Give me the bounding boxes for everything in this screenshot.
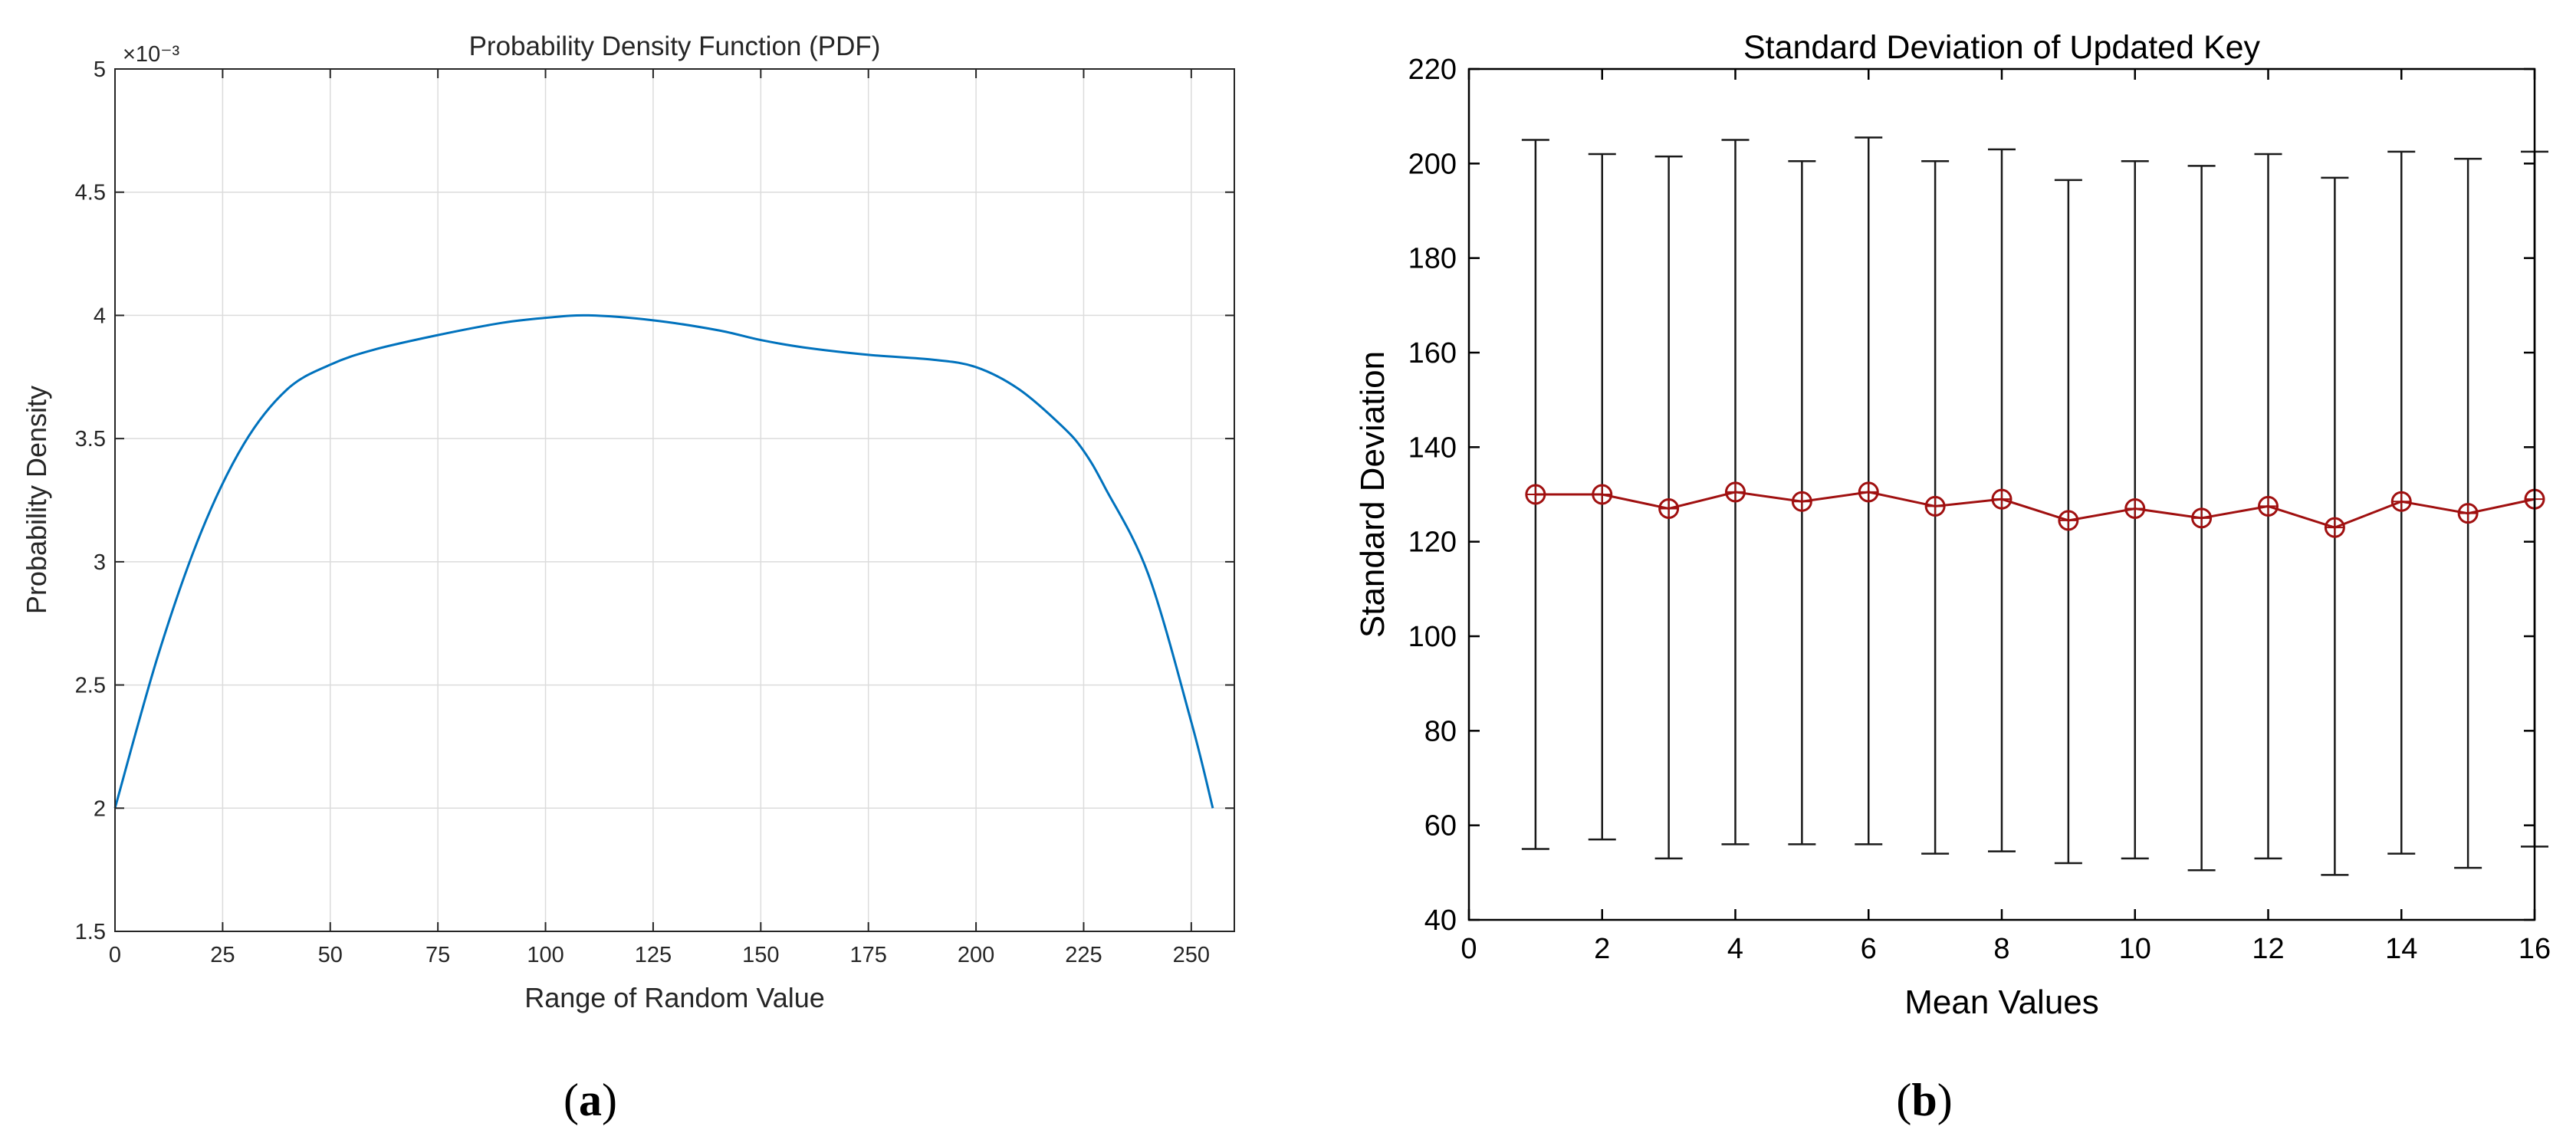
chart-b-title: Standard Deviation of Updated Key <box>1743 29 2261 66</box>
chart-a-ylabel: Probability Density <box>21 386 52 614</box>
chart-a-ticks: 0 25 50 75 100 125 150 175 200 225 250 1.5 2 2.5 3 3.5 4… <box>75 57 1234 967</box>
chart-a-ytick-label: 2.5 <box>75 674 106 698</box>
chart-b-ytick-label: 160 <box>1408 337 1457 369</box>
chart-b-xtick-label: 2 <box>1594 933 1610 965</box>
chart-b-xtick-label: 16 <box>2518 933 2551 965</box>
chart-b-ytick-label: 220 <box>1408 54 1457 86</box>
chart-a-title: Probability Density Function (PDF) <box>469 31 881 61</box>
chart-a-xtick-label: 175 <box>849 943 886 967</box>
panel-label-a-open: ( <box>564 1075 579 1125</box>
chart-b-xtick-label: 4 <box>1727 933 1743 965</box>
chart-a-xtick-label: 75 <box>426 943 450 967</box>
chart-a-xtick-label: 25 <box>210 943 235 967</box>
chart-a-xlabel: Range of Random Value <box>524 982 825 1013</box>
chart-b-ytick-label: 140 <box>1408 432 1457 464</box>
chart-a-xtick-label: 250 <box>1173 943 1210 967</box>
chart-b-xtick-label: 12 <box>2252 933 2284 965</box>
chart-a-ytick-label: 5 <box>94 57 106 82</box>
panel-label-a-close: ) <box>602 1075 617 1125</box>
chart-a-xtick-label: 150 <box>742 943 779 967</box>
panel-label-a: (a) <box>564 1075 617 1125</box>
panel-label-b: (b) <box>1896 1075 1952 1125</box>
chart-a-xtick-label: 200 <box>958 943 994 967</box>
panel-label-b-close: ) <box>1937 1075 1953 1125</box>
chart-a-xtick-label: 225 <box>1065 943 1102 967</box>
chart-a-xtick-label: 100 <box>527 943 564 967</box>
chart-a-ytick-label: 1.5 <box>75 920 106 944</box>
chart-b-ytick-label: 80 <box>1424 715 1457 747</box>
chart-b-xtick-label: 10 <box>2119 933 2151 965</box>
chart-a-axes-box <box>114 68 1235 932</box>
chart-b-xtick-label: 6 <box>1861 933 1877 965</box>
chart-a-pdf-line <box>113 314 1214 809</box>
chart-b-ytick-label: 180 <box>1408 243 1457 275</box>
chart-a: 0 25 50 75 100 125 150 175 200 225 250 1.5 2 2.5 3 3.5 4… <box>21 31 1235 1013</box>
chart-b-ytick-label: 40 <box>1424 905 1457 937</box>
chart-b-xtick-label: 14 <box>2385 933 2417 965</box>
panel-label-a-letter: a <box>579 1075 602 1125</box>
chart-a-ytick-label: 3 <box>94 550 106 575</box>
chart-b-xlabel: Mean Values <box>1904 983 2099 1021</box>
chart-a-ytick-label: 3.5 <box>75 427 106 452</box>
chart-a-xtick-label: 50 <box>318 943 343 967</box>
chart-b-ticks: 0 2 4 6 8 10 12 14 16 40 60 80 100 120 140 160 180 200 220 <box>1408 54 2551 965</box>
chart-a-xtick-label: 125 <box>635 943 672 967</box>
chart-b-ytick-label: 60 <box>1424 810 1457 842</box>
chart-a-ytick-label: 4 <box>94 304 106 328</box>
chart-b-ytick-label: 120 <box>1408 527 1457 559</box>
chart-a-xtick-label: 0 <box>109 943 121 967</box>
chart-a-series <box>113 314 1214 809</box>
chart-b-xtick-label: 8 <box>1993 933 2009 965</box>
chart-b-ylabel: Standard Deviation <box>1354 351 1392 638</box>
chart-b: 0 2 4 6 8 10 12 14 16 40 60 80 100 120 140 160 180 200 220… <box>1354 29 2551 1021</box>
chart-b-mean-line <box>1535 491 2535 529</box>
chart-a-y-exponent: ×10⁻³ <box>123 42 179 67</box>
chart-a-plot-area <box>115 69 1234 931</box>
panel-label-b-open: ( <box>1896 1075 1911 1125</box>
chart-b-ytick-label: 100 <box>1408 621 1457 653</box>
chart-b-xtick-label: 0 <box>1460 933 1477 965</box>
chart-a-ytick-label: 4.5 <box>75 181 106 205</box>
chart-a-ytick-label: 2 <box>94 796 106 821</box>
panel-label-b-letter: b <box>1911 1075 1937 1125</box>
chart-b-ytick-label: 200 <box>1408 148 1457 180</box>
